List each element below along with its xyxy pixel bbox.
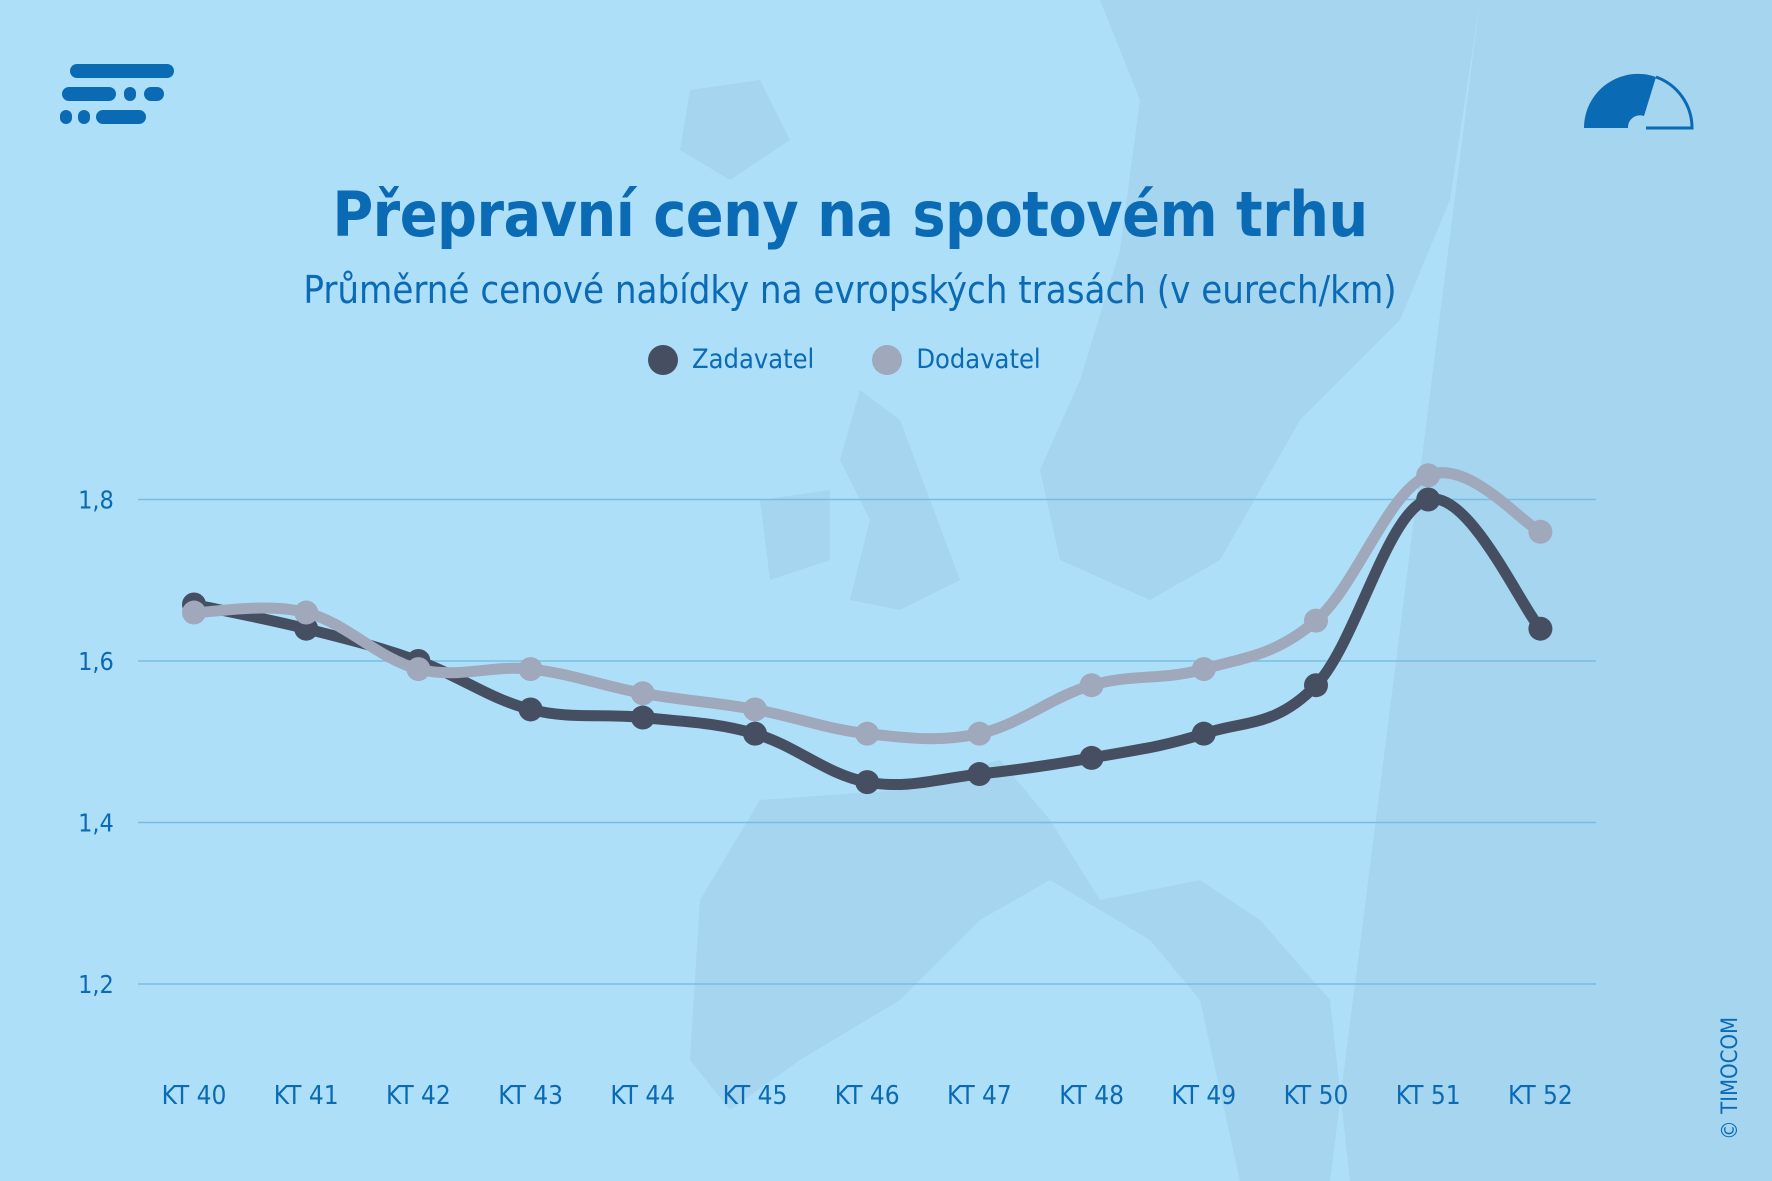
data-point-dodavatel <box>1191 657 1216 682</box>
y-tick-label: 1,4 <box>78 809 114 838</box>
legend-marker-dodavatel <box>872 344 903 375</box>
x-tick-label: KT 48 <box>1059 1081 1124 1111</box>
data-point-zadavatel <box>743 721 767 746</box>
legend: Zadavatel Dodavatel <box>648 344 1099 375</box>
data-point-dodavatel <box>1079 673 1104 698</box>
data-point-zadavatel <box>1079 745 1104 770</box>
x-tick-label: KT 45 <box>723 1081 788 1111</box>
data-point-zadavatel <box>518 697 543 722</box>
x-tick-label: KT 43 <box>498 1081 563 1111</box>
data-point-dodavatel <box>518 657 543 682</box>
data-point-dodavatel <box>1304 608 1328 633</box>
x-tick-label: KT 42 <box>386 1081 451 1111</box>
data-point-zadavatel <box>967 762 992 787</box>
legend-marker-zadavatel <box>648 344 678 375</box>
legend-label-zadavatel: Zadavatel <box>692 344 815 375</box>
data-point-dodavatel <box>1528 519 1553 544</box>
data-point-zadavatel <box>1191 721 1216 746</box>
series-line-dodavatel <box>188 467 1546 745</box>
timocom-logo <box>60 64 174 124</box>
data-point-zadavatel <box>630 705 655 730</box>
data-point-dodavatel <box>743 697 767 722</box>
data-point-zadavatel <box>855 770 880 795</box>
legend-item-dodavatel: Dodavatel <box>872 344 1041 375</box>
x-tick-label: KT 49 <box>1171 1081 1236 1111</box>
x-tick-label: KT 44 <box>610 1081 675 1111</box>
data-point-dodavatel <box>1416 463 1441 488</box>
gauge-icon <box>1583 73 1694 130</box>
y-tick-label: 1,2 <box>78 970 114 999</box>
y-tick-label: 1,8 <box>78 486 114 515</box>
data-point-dodavatel <box>182 600 206 625</box>
chart-title: Přepravní ceny na spotovém trhu <box>332 178 1368 251</box>
legend-item-zadavatel: Zadavatel <box>648 344 814 375</box>
data-point-dodavatel <box>406 657 431 682</box>
copyright: © TIMOCOM <box>1718 1016 1743 1140</box>
x-tick-label: KT 51 <box>1396 1081 1461 1111</box>
x-tick-label: KT 41 <box>274 1081 339 1111</box>
x-tick-label: KT 47 <box>947 1081 1012 1111</box>
data-point-zadavatel <box>1304 673 1328 698</box>
data-point-zadavatel <box>1416 487 1441 512</box>
x-tick-label: KT 40 <box>162 1081 227 1111</box>
data-point-dodavatel <box>294 600 319 625</box>
x-tick-label: KT 46 <box>835 1081 900 1111</box>
x-tick-label: KT 52 <box>1508 1081 1573 1111</box>
chart-subtitle: Průměrné cenové nabídky na evropských tr… <box>303 268 1397 312</box>
x-tick-label: KT 50 <box>1284 1081 1349 1111</box>
data-point-zadavatel <box>1528 616 1553 641</box>
data-point-dodavatel <box>855 721 880 746</box>
y-tick-label: 1,6 <box>78 647 114 676</box>
legend-label-dodavatel: Dodavatel <box>916 344 1041 375</box>
data-point-dodavatel <box>967 721 992 746</box>
data-point-dodavatel <box>630 681 655 706</box>
